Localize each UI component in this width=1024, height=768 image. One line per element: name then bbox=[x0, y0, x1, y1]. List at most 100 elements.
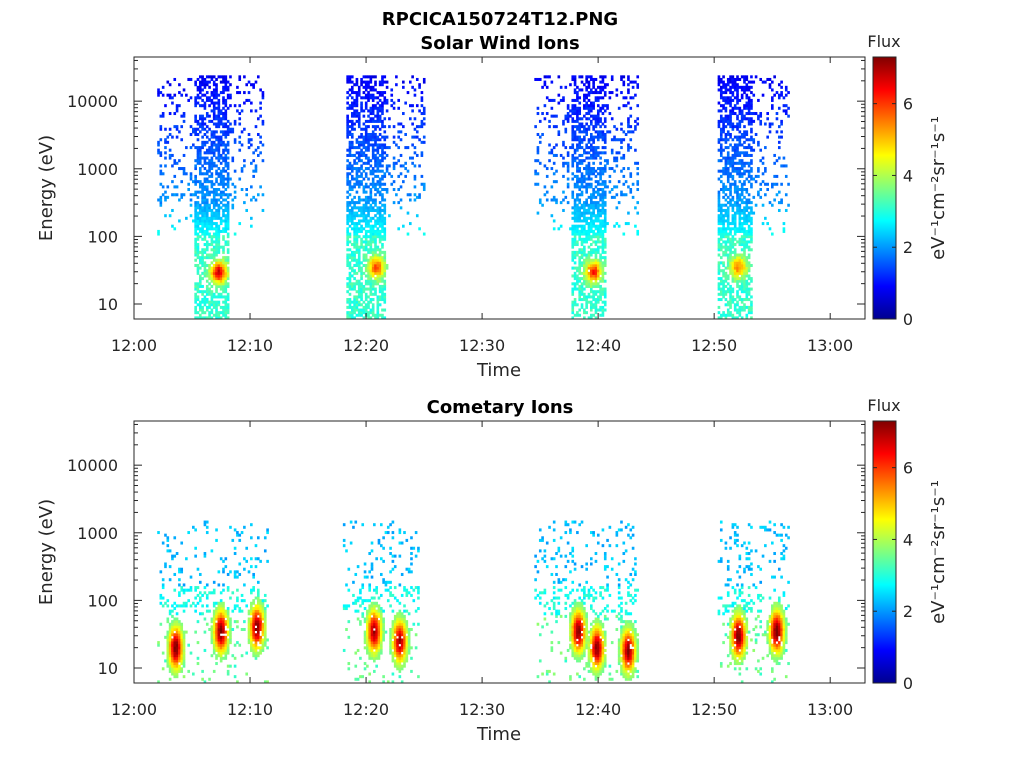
heatmap-cell bbox=[722, 229, 725, 233]
heatmap-cell bbox=[381, 298, 384, 302]
heatmap-cell bbox=[381, 91, 384, 95]
heatmap-cell bbox=[613, 138, 616, 142]
heatmap-cell bbox=[729, 287, 732, 291]
heatmap-cell bbox=[590, 287, 593, 291]
heatmap-cell bbox=[205, 198, 209, 202]
heatmap-cell bbox=[371, 282, 375, 286]
heatmap-cell bbox=[378, 161, 382, 165]
heatmap-cell bbox=[203, 80, 207, 84]
heatmap-cell bbox=[745, 206, 749, 210]
heatmap-cell bbox=[360, 313, 363, 317]
heatmap-cell bbox=[576, 106, 579, 110]
heatmap-cell bbox=[576, 185, 579, 189]
heatmap-cell bbox=[740, 119, 744, 123]
heatmap-cell bbox=[636, 229, 640, 233]
heatmap-cell bbox=[355, 243, 359, 247]
heatmap-cell bbox=[731, 258, 735, 262]
heatmap-cell bbox=[717, 88, 721, 92]
heatmap-cell bbox=[348, 248, 352, 252]
heatmap-cell bbox=[226, 174, 230, 178]
heatmap-cell bbox=[731, 240, 735, 244]
heatmap-cell bbox=[222, 248, 225, 252]
heatmap-cell bbox=[566, 151, 570, 155]
heatmap-cell bbox=[729, 132, 732, 136]
heatmap-cell bbox=[222, 122, 225, 126]
heatmap-cell bbox=[550, 80, 554, 84]
heatmap-cell bbox=[224, 98, 228, 102]
heatmap-cell bbox=[364, 253, 368, 257]
heatmap-cell bbox=[571, 112, 575, 116]
heatmap-cell bbox=[383, 292, 387, 296]
heatmap-cell bbox=[736, 229, 739, 233]
heatmap-cell bbox=[355, 261, 359, 265]
heatmap-cell bbox=[355, 271, 359, 275]
heatmap-cell bbox=[355, 96, 359, 100]
heatmap-cell bbox=[590, 237, 593, 241]
heatmap-cell bbox=[171, 643, 174, 647]
heatmap-cell bbox=[192, 672, 195, 676]
heatmap-cell bbox=[346, 300, 349, 304]
heatmap-cell bbox=[601, 85, 605, 89]
heatmap-cell bbox=[208, 80, 211, 84]
heatmap-cell bbox=[747, 101, 751, 105]
heatmap-cell bbox=[740, 263, 744, 267]
heatmap-cell bbox=[212, 313, 216, 317]
heatmap-cell bbox=[350, 112, 354, 116]
heatmap-cell bbox=[576, 117, 579, 121]
heatmap-cell bbox=[761, 172, 765, 176]
heatmap-cell bbox=[371, 229, 375, 233]
heatmap-cell bbox=[224, 243, 228, 247]
heatmap-cell bbox=[580, 182, 584, 186]
heatmap-cell bbox=[362, 256, 366, 260]
heatmap-cell bbox=[215, 208, 218, 212]
heatmap-cell bbox=[592, 91, 595, 95]
heatmap-cell bbox=[374, 201, 377, 205]
heatmap-cell bbox=[360, 140, 363, 144]
heatmap-cell bbox=[168, 664, 172, 668]
heatmap-cell bbox=[733, 151, 737, 155]
heatmap-cell bbox=[208, 96, 211, 100]
heatmap-cell bbox=[369, 112, 373, 116]
heatmap-cell bbox=[545, 198, 549, 202]
heatmap-cell bbox=[603, 245, 607, 249]
heatmap-cell bbox=[603, 91, 607, 95]
heatmap-cell bbox=[392, 164, 396, 168]
heatmap-cell bbox=[631, 195, 635, 199]
heatmap-cell bbox=[171, 180, 174, 184]
heatmap-cell bbox=[548, 75, 551, 79]
heatmap-cell bbox=[383, 263, 387, 267]
heatmap-cell bbox=[552, 180, 556, 184]
heatmap-cell bbox=[599, 161, 602, 165]
heatmap-cell bbox=[215, 188, 218, 192]
heatmap-cell bbox=[420, 119, 424, 123]
heatmap-cell bbox=[601, 138, 605, 142]
heatmap-cell bbox=[787, 203, 790, 207]
heatmap-cell bbox=[736, 146, 739, 150]
heatmap-cell bbox=[194, 253, 197, 257]
heatmap-cell bbox=[592, 263, 595, 267]
heatmap-cell bbox=[747, 253, 751, 257]
heatmap-cell bbox=[224, 279, 228, 283]
heatmap-cell bbox=[747, 106, 751, 110]
heatmap-cell bbox=[175, 654, 179, 658]
heatmap-cell bbox=[587, 316, 591, 319]
heatmap-cell bbox=[578, 201, 582, 205]
heatmap-cell bbox=[580, 88, 584, 92]
heatmap-cell bbox=[203, 161, 207, 165]
heatmap-cell bbox=[205, 227, 209, 231]
heatmap-cell bbox=[726, 156, 730, 160]
solar-wind-xlabel: Time bbox=[476, 360, 521, 381]
heatmap-cell bbox=[182, 153, 186, 157]
heatmap-cell bbox=[773, 93, 776, 97]
heatmap-cell bbox=[590, 109, 593, 113]
heatmap-cell bbox=[594, 203, 598, 207]
heatmap-cell bbox=[355, 177, 359, 181]
heatmap-cell bbox=[367, 132, 370, 136]
heatmap-cell bbox=[205, 203, 209, 207]
heatmap-cell bbox=[719, 104, 723, 108]
heatmap-cell bbox=[592, 148, 595, 152]
heatmap-cell bbox=[210, 243, 214, 247]
heatmap-cell bbox=[360, 101, 363, 105]
heatmap-cell bbox=[571, 311, 575, 315]
heatmap-cell bbox=[596, 180, 600, 184]
